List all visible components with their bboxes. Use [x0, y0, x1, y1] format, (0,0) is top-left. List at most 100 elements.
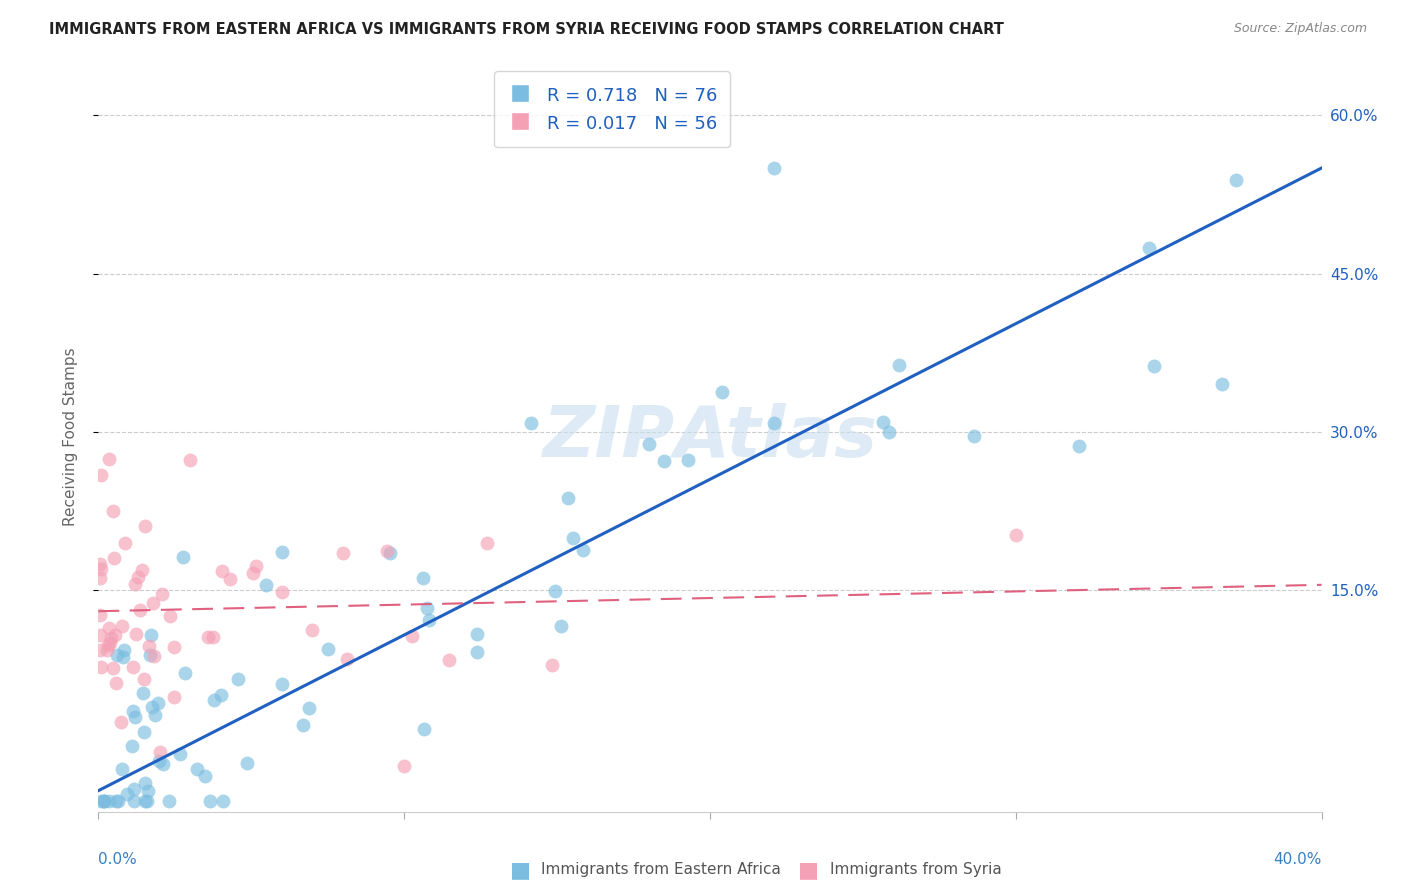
Immigrants from Syria	[129, 603, 152, 617]
Immigrants from Eastern Africa	[1067, 439, 1090, 453]
Immigrants from Syria	[245, 559, 267, 574]
Immigrants from Eastern Africa	[135, 794, 157, 808]
Immigrants from Eastern Africa	[186, 763, 208, 777]
Text: 40.0%: 40.0%	[1274, 852, 1322, 867]
Immigrants from Eastern Africa	[98, 794, 121, 808]
Immigrants from Syria	[97, 638, 120, 652]
Immigrants from Eastern Africa	[134, 776, 156, 790]
Immigrants from Eastern Africa	[202, 693, 225, 707]
Immigrants from Eastern Africa	[418, 613, 440, 627]
Immigrants from Syria	[89, 628, 111, 642]
Immigrants from Syria	[89, 608, 111, 623]
Immigrants from Syria	[110, 715, 132, 730]
Immigrants from Eastern Africa	[520, 416, 543, 430]
Immigrants from Syria	[138, 639, 160, 653]
Immigrants from Eastern Africa	[122, 704, 145, 718]
Immigrants from Syria	[101, 661, 124, 675]
Immigrants from Eastern Africa	[136, 783, 159, 797]
Immigrants from Syria	[134, 672, 156, 686]
Immigrants from Syria	[336, 652, 359, 666]
Immigrants from Eastern Africa	[104, 794, 127, 808]
Legend: R = 0.718   N = 76, R = 0.017   N = 56: R = 0.718 N = 76, R = 0.017 N = 56	[495, 71, 730, 147]
Immigrants from Eastern Africa	[105, 648, 128, 662]
Immigrants from Syria	[104, 628, 127, 642]
Immigrants from Eastern Africa	[143, 708, 166, 723]
Immigrants from Eastern Africa	[157, 794, 180, 808]
Text: IMMIGRANTS FROM EASTERN AFRICA VS IMMIGRANTS FROM SYRIA RECEIVING FOOD STAMPS CO: IMMIGRANTS FROM EASTERN AFRICA VS IMMIGR…	[49, 22, 1004, 37]
Immigrants from Eastern Africa	[678, 452, 700, 467]
Immigrants from Eastern Africa	[212, 794, 235, 808]
Immigrants from Syria	[104, 676, 127, 690]
Immigrants from Eastern Africa	[93, 794, 115, 808]
Immigrants from Eastern Africa	[111, 762, 134, 776]
Immigrants from Eastern Africa	[465, 627, 488, 641]
Immigrants from Syria	[219, 572, 242, 586]
Immigrants from Syria	[98, 621, 121, 635]
Immigrants from Eastern Africa	[412, 571, 434, 585]
Immigrants from Eastern Africa	[121, 739, 143, 753]
Immigrants from Eastern Africa	[122, 794, 145, 808]
Immigrants from Syria	[437, 653, 460, 667]
Immigrants from Syria	[142, 595, 165, 609]
Immigrants from Eastern Africa	[107, 794, 129, 808]
Immigrants from Syria	[540, 657, 562, 672]
Text: Immigrants from Syria: Immigrants from Syria	[830, 863, 1001, 877]
Immigrants from Syria	[242, 566, 264, 581]
Immigrants from Eastern Africa	[209, 688, 232, 702]
Immigrants from Eastern Africa	[316, 641, 339, 656]
Immigrants from Eastern Africa	[763, 161, 786, 175]
Immigrants from Syria	[163, 690, 186, 705]
Immigrants from Syria	[134, 519, 156, 533]
Immigrants from Syria	[197, 630, 219, 644]
Immigrants from Eastern Africa	[90, 794, 112, 808]
Text: Immigrants from Eastern Africa: Immigrants from Eastern Africa	[541, 863, 782, 877]
Immigrants from Syria	[211, 564, 233, 578]
Text: ZIP​Atlas: ZIP​Atlas	[543, 402, 877, 472]
Immigrants from Syria	[114, 535, 136, 549]
Immigrants from Eastern Africa	[141, 627, 163, 641]
Immigrants from Syria	[89, 643, 111, 657]
Immigrants from Syria	[111, 619, 134, 633]
Immigrants from Eastern Africa	[465, 645, 488, 659]
Immigrants from Syria	[332, 546, 354, 560]
Immigrants from Syria	[142, 648, 165, 663]
Immigrants from Syria	[392, 759, 416, 773]
Immigrants from Syria	[103, 551, 125, 566]
Immigrants from Syria	[150, 587, 173, 601]
Immigrants from Eastern Africa	[872, 415, 894, 429]
Immigrants from Syria	[98, 636, 121, 650]
Immigrants from Syria	[127, 570, 149, 584]
Immigrants from Syria	[90, 467, 112, 482]
Immigrants from Syria	[101, 504, 124, 518]
Immigrants from Syria	[89, 557, 111, 571]
Immigrants from Syria	[270, 585, 292, 599]
Immigrants from Eastern Africa	[131, 686, 153, 700]
Immigrants from Eastern Africa	[254, 578, 277, 592]
Immigrants from Eastern Africa	[93, 794, 115, 808]
Immigrants from Eastern Africa	[112, 643, 135, 657]
Immigrants from Eastern Africa	[134, 794, 156, 808]
Immigrants from Eastern Africa	[298, 700, 321, 714]
Immigrants from Eastern Africa	[169, 747, 191, 761]
Immigrants from Eastern Africa	[148, 754, 170, 768]
Immigrants from Eastern Africa	[652, 454, 675, 468]
Immigrants from Eastern Africa	[416, 600, 439, 615]
Immigrants from Eastern Africa	[879, 425, 901, 439]
Immigrants from Eastern Africa	[1225, 173, 1247, 187]
Immigrants from Syria	[100, 632, 122, 646]
Immigrants from Syria	[163, 640, 186, 655]
Immigrants from Eastern Africa	[124, 709, 146, 723]
Immigrants from Eastern Africa	[200, 794, 222, 808]
Immigrants from Eastern Africa	[174, 665, 197, 680]
Immigrants from Eastern Africa	[711, 384, 734, 399]
Immigrants from Eastern Africa	[557, 491, 579, 505]
Immigrants from Eastern Africa	[544, 584, 567, 599]
Text: 0.0%: 0.0%	[98, 852, 138, 867]
Immigrants from Syria	[401, 629, 423, 643]
Immigrants from Eastern Africa	[122, 781, 145, 796]
Immigrants from Eastern Africa	[1137, 241, 1160, 255]
Immigrants from Syria	[201, 630, 224, 644]
Immigrants from Eastern Africa	[93, 794, 115, 808]
Text: ■: ■	[510, 860, 530, 880]
Immigrants from Eastern Africa	[380, 546, 402, 560]
